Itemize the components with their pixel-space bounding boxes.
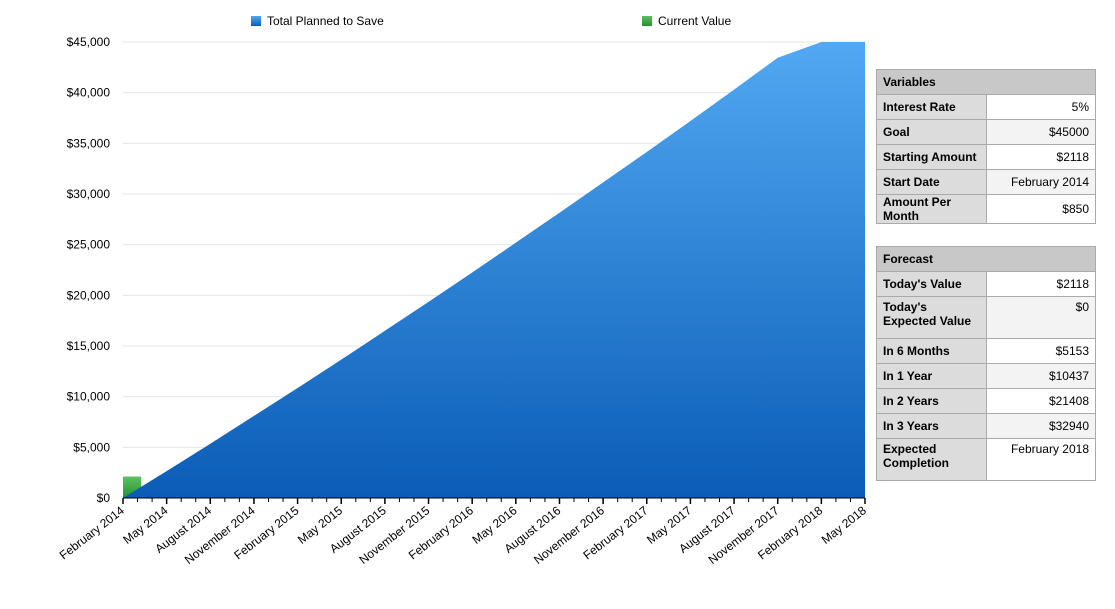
x-axis (122, 497, 866, 504)
legend-label-total-planned: Total Planned to Save (267, 14, 384, 28)
variable-value: 5% (985, 94, 1096, 120)
forecast-value: February 2018 (985, 438, 1096, 481)
forecast-value: $32940 (985, 413, 1096, 439)
y-tick-label: $20,000 (67, 288, 111, 302)
forecast-title: Forecast (876, 246, 1096, 272)
variable-value: February 2014 (985, 169, 1096, 195)
legend-swatch-green (642, 16, 652, 26)
forecast-label: In 6 Months (876, 338, 987, 364)
forecast-label: In 3 Years (876, 413, 987, 439)
y-tick-label: $40,000 (67, 86, 111, 100)
forecast-label: Today's Value (876, 271, 987, 297)
forecast-value: $2118 (985, 271, 1096, 297)
legend-swatch-blue (251, 16, 261, 26)
variable-label: Interest Rate (876, 94, 987, 120)
variable-label: Amount Per Month (876, 194, 987, 224)
variables-table: Variables Interest Rate 5% Goal $45000 Sta… (876, 69, 1096, 224)
y-axis: $0 $5,000 $10,000 $15,000 $20,000 $25,000 $30,… (67, 35, 111, 505)
plot-area (123, 42, 865, 498)
forecast-label: Today's Expected Value (876, 296, 987, 339)
forecast-label: Expected Completion (876, 438, 987, 481)
legend-item-total-planned: Total Planned to Save (251, 14, 384, 28)
forecast-label: In 2 Years (876, 388, 987, 414)
y-tick-label: $5,000 (73, 440, 110, 454)
gridlines (123, 41, 865, 448)
variable-label: Starting Amount (876, 144, 987, 170)
variable-value: $850 (985, 194, 1096, 224)
legend-item-current-value: Current Value (642, 14, 731, 28)
variable-label: Start Date (876, 169, 987, 195)
x-tick-label: May 2018 (819, 503, 868, 547)
forecast-label: In 1 Year (876, 363, 987, 389)
savings-chart: $0 $5,000 $10,000 $15,000 $20,000 $25,000 $30,… (57, 35, 868, 567)
variable-label: Goal (876, 119, 987, 145)
forecast-value: $5153 (985, 338, 1096, 364)
forecast-value: $10437 (985, 363, 1096, 389)
x-tick-label: February 2014 (57, 503, 127, 562)
forecast-value: $21408 (985, 388, 1096, 414)
total-planned-area (123, 42, 865, 498)
y-tick-label: $0 (97, 491, 111, 505)
variable-value: $45000 (985, 119, 1096, 145)
y-tick-label: $45,000 (67, 35, 111, 49)
y-tick-label: $10,000 (67, 390, 111, 404)
y-tick-label: $35,000 (67, 136, 111, 150)
forecast-value: $0 (985, 296, 1096, 339)
variable-value: $2118 (985, 144, 1096, 170)
forecast-table: Forecast Today's Value $2118 Today's Expe… (876, 246, 1096, 481)
y-tick-label: $15,000 (67, 339, 111, 353)
y-tick-label: $30,000 (67, 187, 111, 201)
legend-label-current-value: Current Value (658, 14, 732, 28)
variables-title: Variables (876, 69, 1096, 95)
y-tick-label: $25,000 (67, 238, 111, 252)
